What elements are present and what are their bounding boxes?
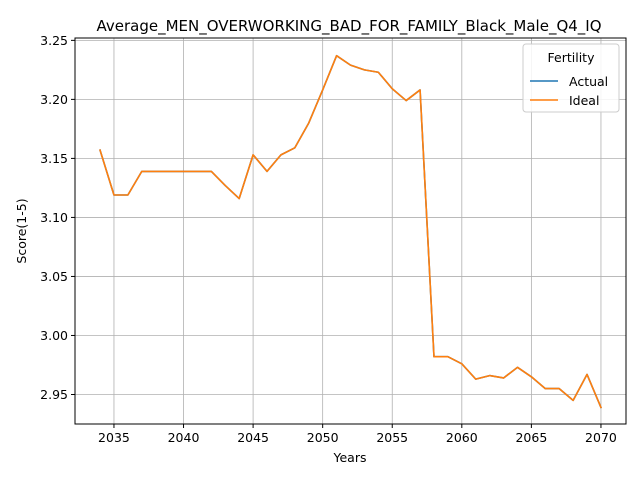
chart-title: Average_MEN_OVERWORKING_BAD_FOR_FAMILY_B…: [96, 17, 601, 36]
x-tick-label: 2070: [585, 430, 617, 445]
x-tick-label: 2050: [307, 430, 339, 445]
x-tick-label: 2065: [515, 430, 547, 445]
x-tick-label: 2045: [237, 430, 269, 445]
x-axis-title: Years: [333, 450, 367, 465]
y-tick-label: 3.05: [40, 269, 68, 284]
legend-title: Fertility: [548, 50, 596, 65]
series-line-ideal: [99, 54, 602, 409]
x-tick-label: 2060: [446, 430, 478, 445]
y-gridlines: [75, 39, 626, 395]
y-tick-label: 3.10: [40, 210, 68, 225]
legend-label-actual: Actual: [569, 74, 608, 89]
legend-label-ideal: Ideal: [569, 93, 599, 108]
legend-box: [522, 43, 620, 113]
y-tick-label: 3.25: [40, 33, 68, 48]
x-tick-label: 2040: [168, 430, 200, 445]
y-axis-title: Score(1-5): [14, 198, 29, 263]
x-tick-label: 2055: [376, 430, 408, 445]
y-tick-label: 3.20: [40, 92, 68, 107]
y-tick-label: 3.15: [40, 151, 68, 166]
x-tick-label: 2035: [98, 430, 130, 445]
y-tick-label: 2.95: [40, 387, 68, 402]
series-lines: [99, 54, 602, 409]
legend: Fertility Actual Ideal: [522, 43, 620, 113]
plot-frame: [74, 37, 627, 425]
y-tick-label: 3.00: [40, 328, 68, 343]
x-axis-ticks: 2035 2040 2045 2050 2055 2060 2065 2070: [98, 424, 617, 445]
y-axis-ticks: 2.95 3.00 3.05 3.10 3.15 3.20 3.25: [40, 33, 75, 402]
